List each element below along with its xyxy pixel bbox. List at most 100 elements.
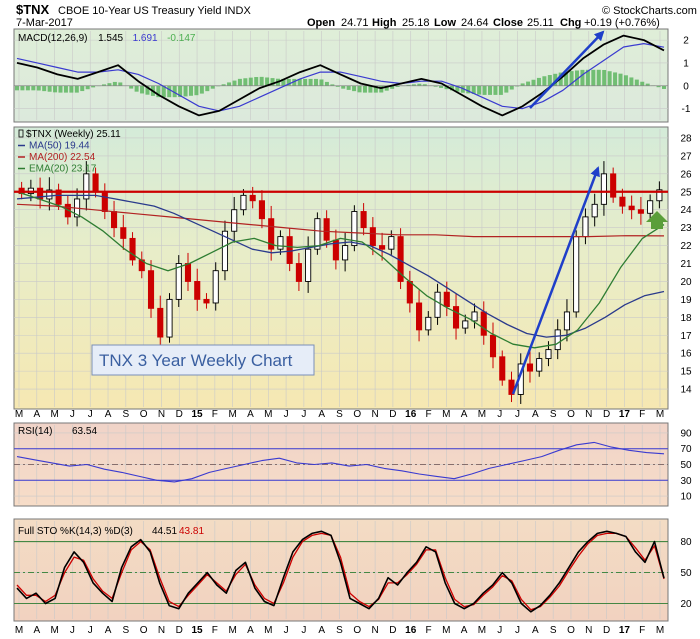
macd-histogram-bar (161, 85, 166, 98)
candle-body (379, 245, 386, 250)
candle-body (46, 189, 53, 200)
x-tick-label: J (497, 409, 502, 420)
candle-body (637, 209, 644, 214)
macd-histogram-bar (357, 85, 362, 93)
candle-body (628, 205, 635, 211)
macd-histogram-bar (526, 81, 531, 86)
macd-histogram-bar (368, 85, 373, 93)
macd-histogram-bar (308, 78, 313, 86)
x-tick-label: A (247, 625, 254, 636)
macd-histogram-bar (422, 84, 427, 86)
macd-legend-item: -0.147 (167, 33, 196, 44)
y-tick-label: 70 (680, 444, 692, 455)
macd-histogram-bar (602, 69, 607, 86)
high-value: 25.18 (402, 17, 430, 29)
x-tick-label: N (158, 409, 165, 420)
macd-histogram-bar (531, 79, 536, 86)
x-tick-label: M (478, 409, 486, 420)
macd-histogram-bar (341, 85, 346, 89)
x-tick-label: J (88, 409, 93, 420)
candle-body (563, 311, 570, 331)
y-tick-label: 10 (680, 492, 692, 503)
x-tick-label: S (550, 625, 557, 636)
macd-histogram-bar (281, 78, 286, 86)
macd-histogram-bar (237, 78, 242, 86)
macd-histogram-bar (227, 82, 232, 86)
x-tick-label: 15 (191, 409, 203, 420)
sto-legend-k-value: 44.51 (152, 526, 177, 537)
x-tick-label: M (656, 409, 664, 420)
macd-histogram-bar (362, 85, 367, 93)
y-tick-label: 19 (680, 295, 692, 306)
macd-histogram-bar (297, 78, 302, 86)
macd-histogram-bar (417, 83, 422, 86)
y-tick-label: 28 (680, 133, 692, 144)
x-tick-label: A (33, 409, 40, 420)
macd-histogram-bar (498, 85, 503, 95)
macd-histogram-bar (439, 85, 444, 88)
macd-histogram-bar (232, 80, 237, 86)
x-tick-label: A (247, 409, 254, 420)
x-tick-label: J (515, 625, 520, 636)
x-tick-label: F (212, 625, 218, 636)
candle-body (157, 307, 164, 338)
candle-body (166, 298, 173, 338)
x-tick-label: 17 (619, 625, 631, 636)
candle-body (591, 203, 598, 218)
y-tick-label: 21 (680, 259, 692, 270)
x-tick-label: A (318, 625, 325, 636)
macd-histogram-bar (140, 85, 145, 94)
macd-histogram-bar (433, 85, 438, 87)
macd-histogram-bar (101, 84, 106, 86)
x-tick-label: O (353, 409, 361, 420)
x-tick-label: S (336, 409, 343, 420)
macd-histogram-bar (346, 85, 351, 90)
x-tick-label: J (284, 409, 289, 420)
candle-body (443, 291, 450, 308)
candle-body (489, 334, 497, 358)
y-tick-label: -1 (682, 104, 691, 115)
x-tick-label: F (639, 625, 645, 636)
macd-histogram-bar (466, 85, 471, 94)
macd-histogram-bar (493, 85, 498, 95)
candle-body (462, 320, 469, 329)
macd-histogram-bar (455, 85, 460, 92)
sto-legend-d-value: 43.81 (179, 526, 204, 537)
candle-body (129, 237, 136, 261)
macd-histogram-bar (259, 76, 264, 86)
macd-histogram-bar (172, 85, 177, 98)
macd-histogram-bar (373, 85, 378, 93)
x-tick-label: A (461, 409, 468, 420)
y-tick-label: 1 (683, 58, 689, 69)
macd-histogram-bar (265, 77, 270, 86)
price-legend-item: $TNX (Weekly) 25.11 (26, 129, 121, 140)
macd-histogram-bar (254, 77, 259, 86)
y-tick-label: 24 (680, 205, 692, 216)
macd-histogram-bar (118, 82, 123, 86)
macd-histogram-bar (640, 81, 645, 86)
macd-histogram-bar (509, 85, 514, 90)
candle-body (277, 236, 284, 250)
close-label: Close (493, 17, 523, 29)
candle-body (619, 196, 626, 207)
macd-histogram-bar (471, 85, 476, 94)
macd-histogram-bar (210, 85, 215, 89)
candle-body (249, 194, 256, 202)
x-tick-label: M (478, 625, 486, 636)
candle-body (221, 230, 229, 272)
rsi-legend-name: RSI(14) (18, 426, 52, 437)
candle-body (499, 356, 506, 381)
candle-body (194, 281, 201, 300)
y-tick-label: 25 (680, 187, 692, 198)
candle-body (110, 211, 118, 229)
x-tick-label: D (389, 409, 396, 420)
annotation-box: TNX 3 Year Weekly Chart (91, 344, 315, 376)
candle-body (101, 191, 108, 212)
candle-body (314, 218, 321, 250)
candle-body (526, 363, 534, 372)
macd-histogram-bar (536, 77, 541, 86)
candle-body (545, 349, 552, 360)
price-legend-item: EMA(20) 23.17 (29, 164, 97, 175)
macd-histogram-bar (607, 71, 612, 86)
macd-histogram-bar (482, 85, 487, 95)
